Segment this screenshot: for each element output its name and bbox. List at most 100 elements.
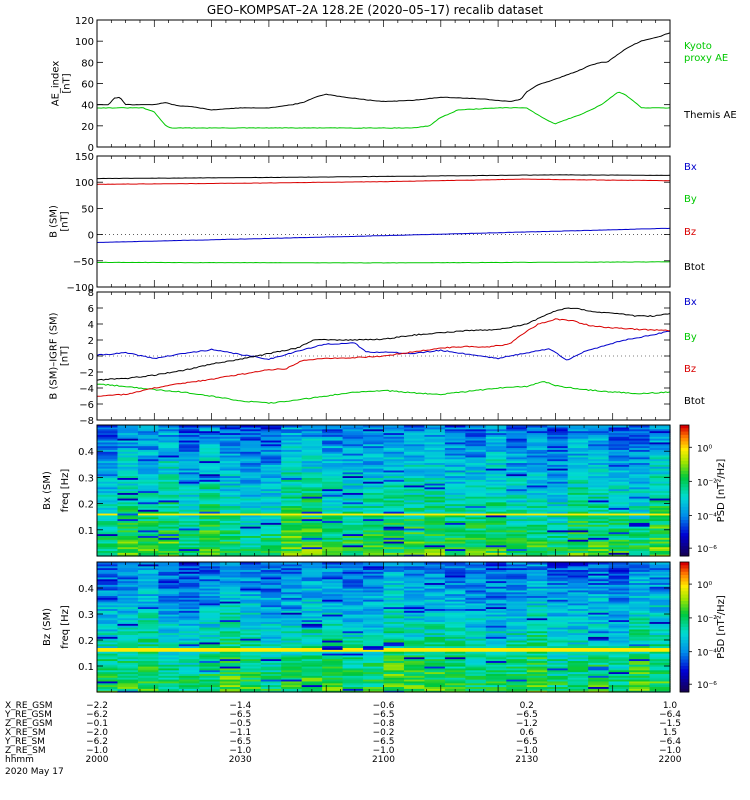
spectrogram-cell <box>403 588 426 591</box>
spectrogram-cell <box>342 584 364 587</box>
spectrogram-cell <box>260 520 282 523</box>
spectrogram-cell <box>608 625 630 628</box>
spectrogram-cell <box>281 477 303 480</box>
spectrogram-cell <box>506 541 528 544</box>
spectrogram-cell <box>158 509 180 512</box>
spectrogram-cell <box>301 453 323 456</box>
spectrogram-cell <box>260 673 282 676</box>
spectrogram-cell <box>322 638 344 641</box>
y-tick-label: 0 <box>88 231 94 242</box>
spectrogram-cell <box>403 677 426 680</box>
spectrogram-cell <box>178 471 200 475</box>
spectrogram-cell <box>526 690 548 693</box>
spectrogram-cell <box>281 625 303 628</box>
spectrogram-cell <box>137 471 159 475</box>
spectrogram-cell <box>506 436 528 439</box>
spectrogram-cell <box>158 653 180 656</box>
spectrogram-cell <box>608 684 630 688</box>
spectrogram-cell <box>342 432 364 435</box>
spectrogram-cell <box>588 643 610 647</box>
spectrogram-cell <box>485 441 507 445</box>
spectrogram-cell <box>240 682 262 686</box>
spectrogram-cell <box>629 588 651 591</box>
spectrogram-cell <box>363 449 385 452</box>
spectrogram-cell <box>403 628 426 632</box>
spectrogram-cell <box>444 569 466 572</box>
spectrogram-cell <box>383 567 405 571</box>
spectrogram-cell <box>342 522 364 525</box>
spectrogram-cell <box>424 588 446 591</box>
spectrogram-cell <box>424 426 446 430</box>
spectrogram-cell <box>178 554 200 557</box>
spectrogram-cell <box>629 669 651 673</box>
plot-frame <box>96 155 671 288</box>
spectrogram-cell <box>281 539 303 542</box>
spectrogram-cell <box>342 552 364 555</box>
spectrogram-cell <box>97 662 119 665</box>
spectrogram-cell <box>649 599 671 602</box>
spectrogram-cell <box>117 439 139 443</box>
spectrogram-cell <box>506 552 528 555</box>
spectrogram-cell <box>403 589 426 593</box>
ephemeris-value: −1.0 <box>373 746 395 756</box>
spectrogram-cell <box>465 677 487 680</box>
spectrogram-cell <box>547 441 569 445</box>
spectrogram-cell <box>547 509 569 512</box>
spectrogram-cell <box>567 550 589 553</box>
series-line-by <box>96 261 671 264</box>
spectrogram-cell <box>506 666 528 669</box>
spectrogram-cell <box>260 449 282 452</box>
spectrogram-cell <box>281 546 303 550</box>
spectrogram-cell <box>322 546 344 550</box>
spectrogram-cell <box>97 654 119 658</box>
spectrogram-cell <box>465 501 487 505</box>
spectrogram-cell <box>363 580 385 584</box>
spectrogram-cell <box>588 649 610 652</box>
spectrogram-cell <box>485 548 507 551</box>
spectrogram-cell <box>281 516 303 520</box>
spectrogram-cell <box>403 641 426 645</box>
spectrogram-cell <box>547 464 569 467</box>
spectrogram-cell <box>526 602 548 606</box>
spectrogram-cell <box>178 649 200 652</box>
spectrogram-cell <box>629 548 651 551</box>
spectrogram-cell <box>322 469 344 473</box>
spectrogram-cell <box>97 608 119 611</box>
spectrogram-cell <box>649 638 671 641</box>
spectrogram-cell <box>240 473 262 477</box>
spectrogram-cell <box>608 632 630 636</box>
spectrogram-cell <box>629 445 651 449</box>
spectrogram-cell <box>649 653 671 656</box>
spectrogram-cell <box>158 662 180 665</box>
spectrogram-cell <box>465 614 487 617</box>
spectrogram-cell <box>383 430 405 434</box>
spectrogram-cell <box>178 617 200 621</box>
spectrogram-cell <box>444 675 466 678</box>
spectrogram-cell <box>117 494 139 497</box>
spectrogram-cell <box>322 509 344 512</box>
spectrogram-cell <box>363 610 385 613</box>
spectrogram-cell <box>588 449 610 452</box>
spectrogram-cell <box>117 501 139 505</box>
spectrogram-cell <box>506 653 528 656</box>
spectrogram-cell <box>199 597 221 600</box>
spectrogram-cell <box>649 546 671 550</box>
spectrogram-cell <box>526 666 548 669</box>
spectrogram-cell <box>199 604 221 608</box>
spectrogram-cell <box>117 443 139 447</box>
spectrogram-cell <box>567 453 589 456</box>
spectrogram-cell <box>281 430 303 434</box>
spectrogram-cell <box>567 505 589 508</box>
spectrogram-cell <box>322 563 344 567</box>
spectrogram-cell <box>219 546 241 550</box>
spectrogram-cell <box>363 567 385 571</box>
spectrogram-cell <box>526 601 548 604</box>
spectrogram-cell <box>485 505 507 508</box>
spectrogram-cell <box>158 599 180 602</box>
spectrogram-cell <box>199 539 221 542</box>
spectrogram-cell <box>137 599 159 602</box>
spectrogram-cell <box>608 653 630 656</box>
spectrogram-cell <box>547 610 569 613</box>
